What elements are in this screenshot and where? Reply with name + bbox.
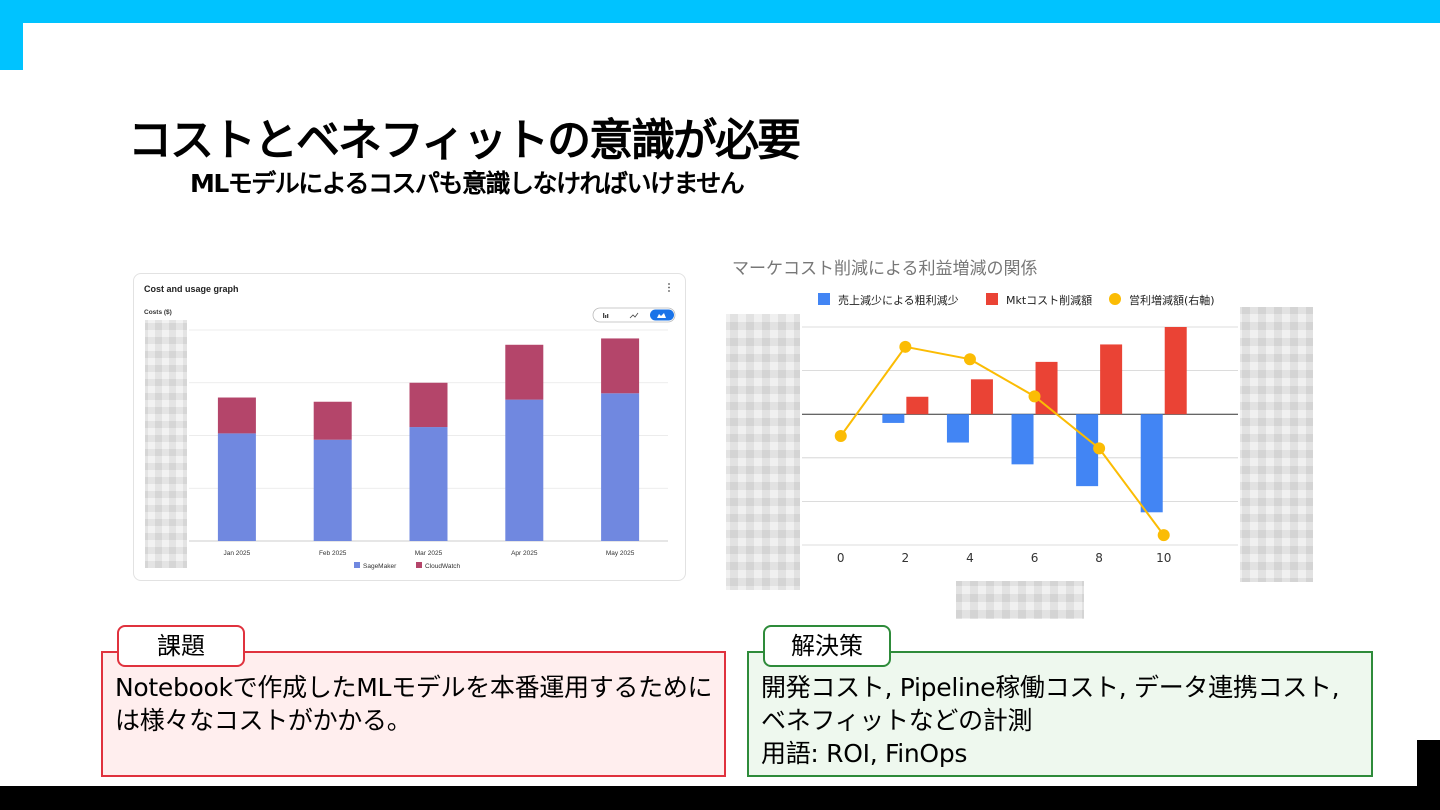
cost-bar-sagemaker[interactable]: [409, 427, 448, 541]
bottom-tab: [1417, 740, 1440, 786]
cost-usage-card: Cost and usage graph Costs ($) Jan 2025 F…: [133, 273, 686, 581]
profit-point[interactable]: [1028, 390, 1041, 403]
cost-axis-label: Costs ($): [144, 309, 172, 316]
profit-chart: マーケコスト削減による利益増減の関係 売上減少による粗利減少 Mktコスト削減額…: [722, 250, 1322, 622]
cost-bar-sagemaker[interactable]: [217, 433, 256, 541]
profit-point[interactable]: [1157, 529, 1170, 542]
cost-x-tick-label: May 2025: [606, 550, 635, 557]
profit-x-tick-label: 10: [1156, 551, 1171, 565]
mkt-cost-bar[interactable]: [1164, 327, 1187, 415]
issue-tag: 課題: [117, 625, 245, 667]
cost-bar-cloudwatch[interactable]: [601, 338, 640, 394]
legend-swatch-gross: [818, 293, 830, 305]
issue-box-body: Notebookで作成したMLモデルを本番運用するためには様々なコストがかかる。: [101, 651, 726, 777]
profit-x-tick-label: 2: [902, 551, 910, 565]
cost-bar-sagemaker[interactable]: [505, 399, 544, 541]
solution-line: 用語: ROI, FinOps: [761, 739, 968, 768]
top-accent-tab: [0, 23, 23, 70]
cost-x-tick-label: Jan 2025: [224, 550, 251, 557]
cost-x-tick-label: Mar 2025: [415, 550, 443, 557]
cost-legend: SageMaker CloudWatch: [354, 562, 461, 570]
legend-swatch-profit: [1109, 293, 1121, 305]
gross-decrease-bar[interactable]: [1011, 414, 1034, 465]
profit-point[interactable]: [963, 353, 976, 366]
profit-chart-title: マーケコスト削減による利益増減の関係: [732, 259, 1038, 279]
solution-text: 開発コスト, Pipeline稼働コスト, データ連携コスト, ベネフィットなど…: [761, 671, 1363, 770]
legend-profit: 営利増減額(右軸): [1129, 293, 1215, 307]
mkt-cost-bar[interactable]: [906, 396, 929, 415]
cost-card-title: Cost and usage graph: [144, 284, 239, 294]
blurred-x-axis-title: [956, 581, 1084, 619]
chart-type-toggle[interactable]: [592, 307, 676, 323]
solution-line: 開発コスト, Pipeline稼働コスト, データ連携コスト,: [761, 673, 1340, 702]
slide-title: コストとベネフィットの意識が必要: [128, 115, 801, 166]
blurred-right-axis: [1240, 307, 1313, 582]
blurred-axis-labels: [145, 320, 187, 568]
issue-text: Notebookで作成したMLモデルを本番運用するためには様々なコストがかかる。: [115, 673, 713, 735]
cost-bar-sagemaker[interactable]: [313, 439, 352, 541]
cost-usage-chart: Cost and usage graph Costs ($) Jan 2025 F…: [144, 283, 676, 570]
legend-swatch-cloudwatch: [416, 562, 422, 568]
legend-cloudwatch: CloudWatch: [425, 563, 461, 570]
cost-bar-sagemaker[interactable]: [601, 393, 640, 541]
profit-line: [839, 345, 1165, 536]
slide-subtitle: MLモデルによるコスパも意識しなければいけません: [190, 169, 745, 198]
cost-x-tick-label: Apr 2025: [511, 550, 538, 557]
profit-legend: 売上減少による粗利減少 Mktコスト削減額 営利増減額(右軸): [818, 293, 1215, 307]
cost-bar-cloudwatch[interactable]: [217, 397, 256, 434]
cost-x-tick-label: Feb 2025: [319, 550, 347, 557]
cost-bar-cloudwatch[interactable]: [409, 382, 448, 428]
profit-x-tick-label: 4: [966, 551, 974, 565]
legend-sagemaker: SageMaker: [363, 563, 397, 570]
mkt-cost-bar[interactable]: [970, 379, 993, 415]
solution-box: 開発コスト, Pipeline稼働コスト, データ連携コスト, ベネフィットなど…: [747, 625, 1373, 777]
profit-point[interactable]: [834, 430, 847, 442]
profit-point[interactable]: [899, 340, 912, 353]
mkt-cost-bar[interactable]: [1100, 344, 1123, 415]
profit-chart-svg: マーケコスト削減による利益増減の関係 売上減少による粗利減少 Mktコスト削減額…: [726, 259, 1313, 619]
stacked-bar-icon[interactable]: [657, 313, 666, 318]
legend-swatch-mkt: [986, 293, 998, 305]
gross-decrease-bar[interactable]: [1076, 414, 1099, 487]
gross-decrease-bar[interactable]: [882, 414, 905, 423]
profit-x-tick-label: 8: [1095, 551, 1103, 565]
profit-x-tick-label: 6: [1031, 551, 1039, 565]
legend-swatch-sagemaker: [354, 562, 360, 568]
gross-decrease-bar[interactable]: [1140, 414, 1163, 513]
top-accent-bar: [0, 0, 1440, 23]
line-chart-icon[interactable]: [629, 312, 639, 319]
gross-decrease-bar[interactable]: [946, 414, 969, 443]
vertical-ellipsis-icon[interactable]: [668, 283, 670, 292]
cost-bar-cloudwatch[interactable]: [505, 344, 544, 400]
legend-mkt: Mktコスト削減額: [1006, 293, 1092, 307]
bottom-bar: [0, 786, 1440, 810]
solution-tag: 解決策: [763, 625, 891, 667]
issue-box: Notebookで作成したMLモデルを本番運用するためには様々なコストがかかる。…: [101, 625, 726, 777]
profit-x-tick-label: 0: [837, 551, 845, 565]
solution-line: ベネフィットなどの計測: [761, 706, 1033, 735]
profit-point[interactable]: [1093, 442, 1106, 455]
legend-gross: 売上減少による粗利減少: [838, 293, 959, 307]
solution-box-body: 開発コスト, Pipeline稼働コスト, データ連携コスト, ベネフィットなど…: [747, 651, 1373, 777]
blurred-left-axis: [726, 314, 800, 590]
cost-bar-cloudwatch[interactable]: [313, 401, 352, 440]
bar-chart-icon[interactable]: [603, 313, 609, 318]
